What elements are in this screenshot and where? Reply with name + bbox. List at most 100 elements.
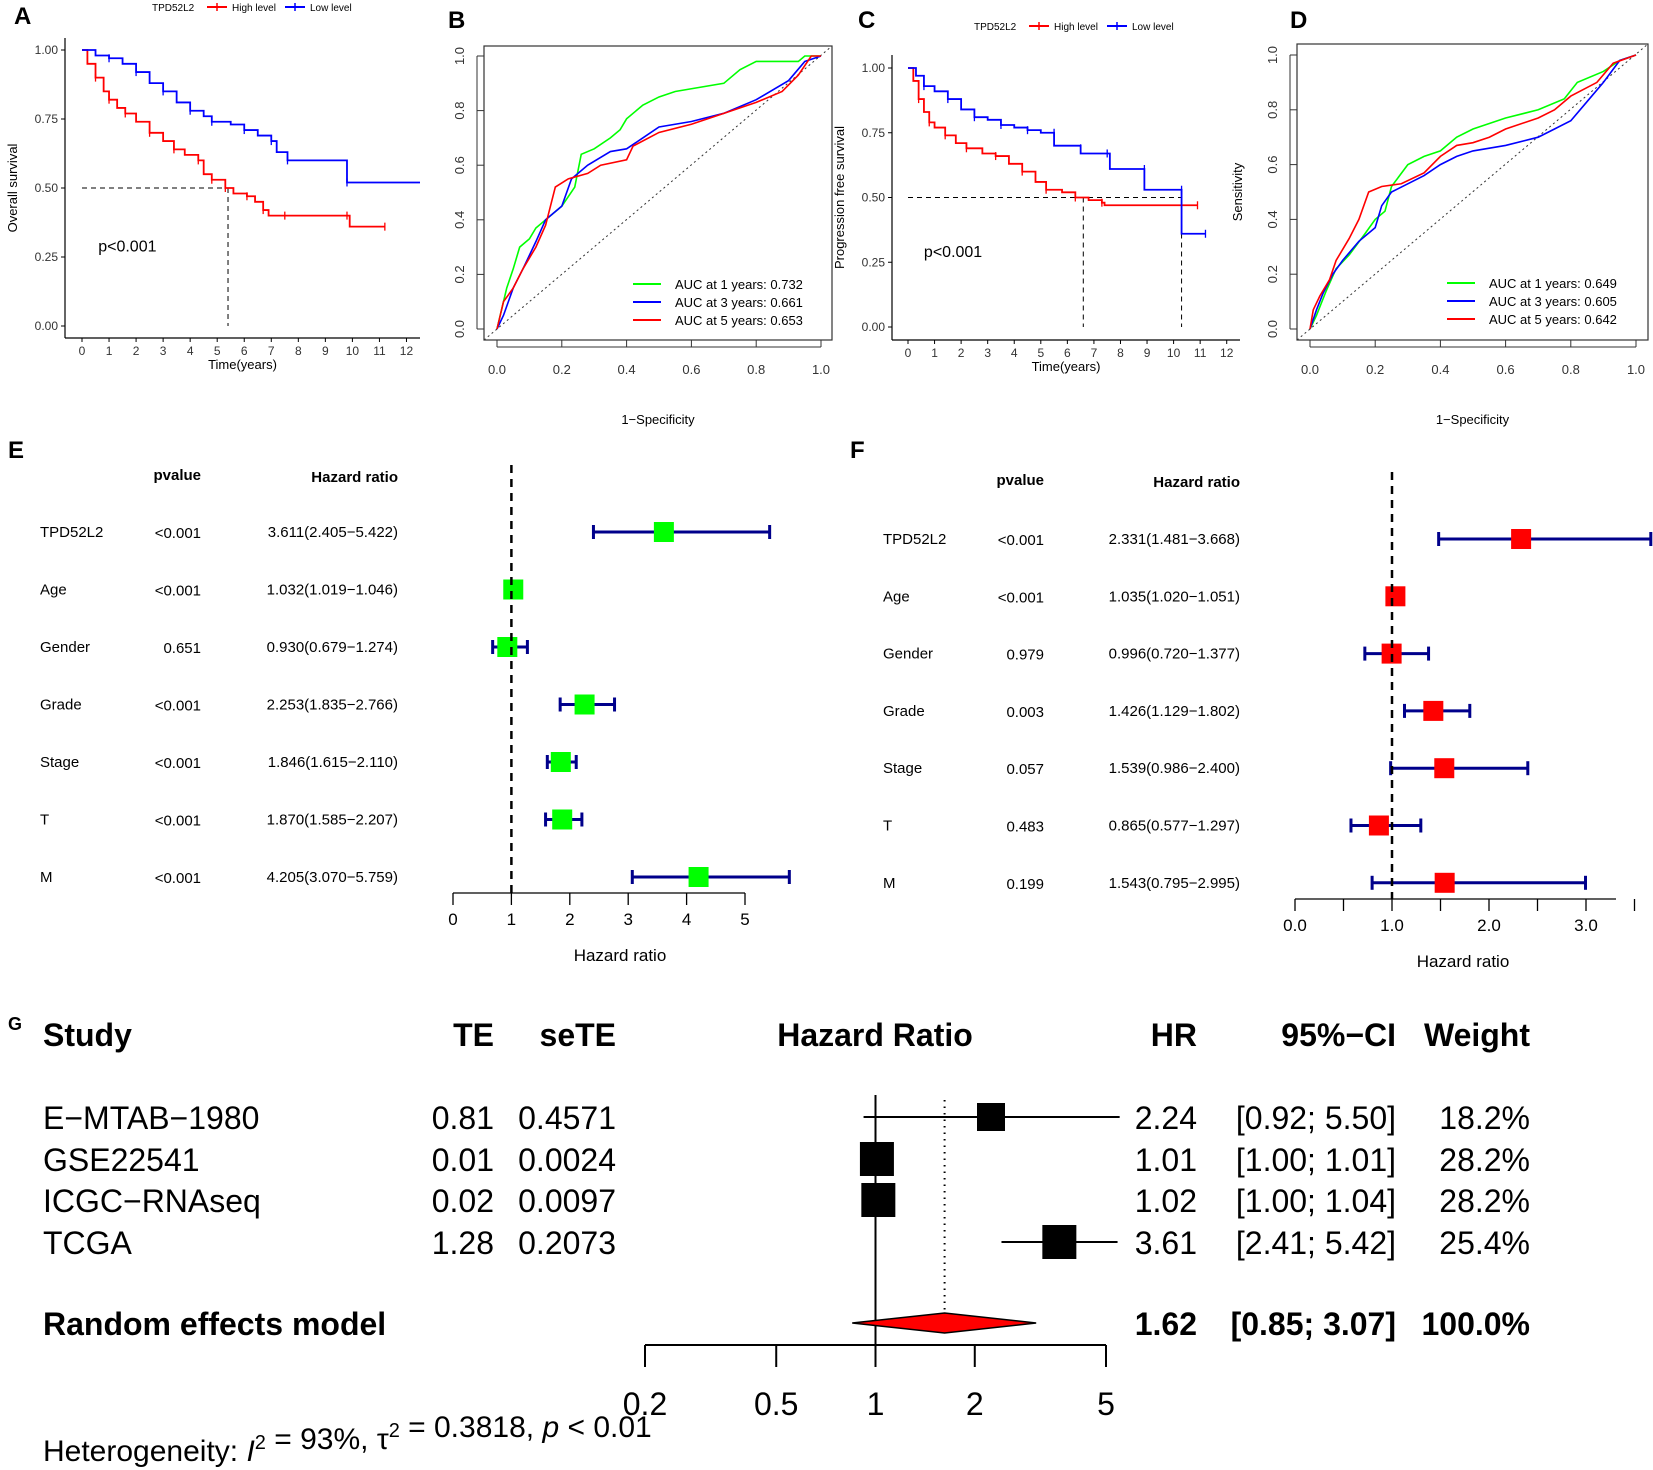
x-tick-label: 6	[241, 344, 248, 358]
y-tick-label: 0.75	[35, 112, 59, 126]
study-ci: [2.41; 5.42]	[1236, 1225, 1396, 1261]
heterogeneity-tau-label: τ	[377, 1423, 389, 1456]
row-pvalue: 0.057	[1006, 761, 1044, 778]
km-curve-high-level	[82, 49, 385, 228]
superscript-2: 2	[389, 1420, 400, 1442]
x-tick-label: 0.2	[623, 1386, 667, 1422]
row-hr-text: 3.611(2.405−5.422)	[268, 524, 398, 541]
x-tick-label: 1.0	[812, 362, 830, 377]
panel-label-B: B	[448, 7, 465, 34]
row-label: TPD52L2	[883, 531, 946, 548]
y-tick-label: 0.0	[452, 320, 467, 338]
y-axis-label: Progression free survival	[832, 126, 847, 269]
y-tick-label: 1.0	[452, 47, 467, 65]
study-te: 0.01	[432, 1142, 494, 1178]
pooled-ci: [0.85; 3.07]	[1231, 1306, 1396, 1342]
hr-marker	[550, 752, 571, 772]
hr-marker	[503, 579, 524, 600]
row-pvalue: <0.001	[155, 870, 201, 887]
row-pvalue: <0.001	[155, 698, 201, 715]
x-tick-label: 12	[1220, 346, 1234, 360]
study-weight: 18.2%	[1439, 1100, 1530, 1136]
legend-title: TPD52L2	[152, 3, 195, 14]
legend-entry: AUC at 3 years: 0.605	[1489, 294, 1617, 309]
hr-marker	[497, 637, 518, 657]
y-axis-label: Sensitivity	[1230, 162, 1245, 221]
x-tick-label: 0	[79, 344, 86, 358]
y-tick-label: 0.25	[862, 255, 886, 269]
roc-plot-B: 0.0 0.2 0.4 0.6 0.8 1.0 0.0 0.2 0.4 0.6 0.8 1.0 1−Sp…	[452, 45, 833, 427]
plot-frame	[483, 45, 833, 341]
row-label: Age	[40, 582, 67, 599]
y-tick-label: 0.6	[452, 156, 467, 174]
header-pvalue: pvalue	[996, 472, 1044, 489]
row-pvalue: <0.001	[998, 532, 1044, 549]
x-tick-label: 11	[373, 344, 386, 358]
panel-label-C: C	[858, 7, 875, 34]
header-hazard-ratio: Hazard Ratio	[777, 1017, 973, 1053]
y-tick-label: 0.00	[35, 319, 59, 333]
row-label: Gender	[40, 639, 90, 656]
km-plot-A: 0 1 2 3 4 5 6 7 8 9 10 11 120.000.250.500.751.00Time…	[5, 3, 420, 372]
hr-marker	[1511, 529, 1532, 549]
x-tick-label: 0.6	[682, 362, 700, 377]
y-tick-label: 0.6	[1265, 156, 1280, 174]
roc-curve-5y	[1309, 54, 1637, 330]
y-tick-label: 0.25	[35, 250, 59, 264]
header-pvalue: pvalue	[153, 467, 201, 484]
header-hazard-ratio: Hazard ratio	[311, 469, 398, 486]
legend-entry: AUC at 5 years: 0.653	[675, 313, 803, 328]
x-tick-label: 3.0	[1574, 916, 1598, 935]
y-tick-label: 0.00	[862, 320, 886, 334]
row-pvalue: 0.003	[1006, 704, 1044, 721]
hr-marker	[1385, 586, 1406, 607]
hr-marker	[1434, 872, 1455, 893]
row-hr-text: 0.865(0.577−1.297)	[1109, 818, 1240, 835]
row-hr-text: 0.930(0.679−1.274)	[267, 639, 398, 656]
study-ci: [1.00; 1.04]	[1236, 1183, 1396, 1219]
header-hr: HR	[1151, 1017, 1197, 1053]
superscript-2: 2	[255, 1432, 266, 1454]
legend-title: TPD52L2	[974, 22, 1017, 33]
x-tick-label: 1	[507, 910, 516, 929]
study-weight: 28.2%	[1439, 1142, 1530, 1178]
row-hr-text: 2.253(1.835−2.766)	[267, 697, 398, 714]
x-tick-label: 1	[106, 344, 113, 358]
x-tick-label: 8	[295, 344, 302, 358]
row-hr-text: 4.205(3.070−5.759)	[267, 869, 398, 886]
header-ci: 95%−CI	[1281, 1017, 1396, 1053]
legend-entry: Low level	[310, 3, 352, 14]
heterogeneity-p-label: p	[541, 1411, 559, 1444]
roc-plot-D: 0.0 0.2 0.4 0.6 0.8 1.0 0.0 0.2 0.4 0.6 0.8 1.0 1−Sp…	[1230, 43, 1649, 427]
study-te: 0.02	[432, 1183, 494, 1219]
header-te: TE	[453, 1017, 494, 1053]
x-tick-label: 0.0	[1301, 362, 1319, 377]
x-tick-label: 0.6	[1497, 362, 1515, 377]
heterogeneity-text: Heterogeneity: I2 = 93%, τ2 = 0.3818, p …	[43, 1411, 652, 1468]
row-label: T	[40, 812, 49, 829]
x-tick-label: 0.0	[1283, 916, 1307, 935]
x-tick-label: 10	[1167, 346, 1181, 360]
hr-marker	[1381, 643, 1402, 664]
x-tick-label: 7	[1091, 346, 1098, 360]
study-ci: [0.92; 5.50]	[1236, 1100, 1396, 1136]
study-weight: 28.2%	[1439, 1183, 1530, 1219]
x-tick-label: 11	[1194, 346, 1207, 360]
row-hr-text: 1.539(0.986−2.400)	[1109, 760, 1240, 777]
legend-entry: High level	[1054, 22, 1098, 33]
km-curve-low-level	[82, 49, 420, 184]
x-axis-label: Time(years)	[208, 357, 277, 372]
study-hr: 1.01	[1135, 1142, 1197, 1178]
heterogeneity-I2-label: I	[246, 1435, 254, 1468]
row-label: TPD52L2	[40, 524, 103, 541]
x-tick-label: 0.2	[553, 362, 571, 377]
row-hr-text: 1.870(1.585−2.207)	[267, 812, 398, 829]
row-hr-text: 1.032(1.019−1.046)	[267, 582, 398, 599]
x-tick-label: 0.4	[618, 362, 636, 377]
row-pvalue: <0.001	[155, 583, 201, 600]
row-label: Grade	[883, 703, 925, 720]
y-tick-label: 0.2	[1265, 265, 1280, 283]
row-pvalue: 0.199	[1006, 876, 1044, 893]
study-sete: 0.0024	[518, 1142, 616, 1178]
